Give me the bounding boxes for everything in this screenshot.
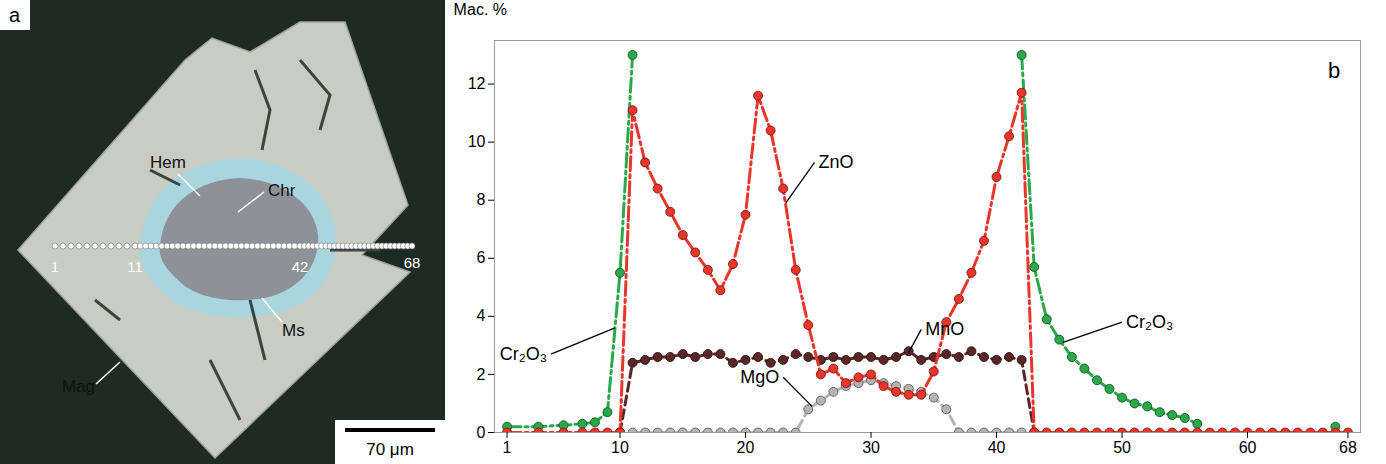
svg-text:Cr₂O₃: Cr₂O₃: [500, 344, 547, 364]
svg-text:10: 10: [611, 439, 629, 456]
svg-text:11: 11: [127, 258, 143, 275]
svg-text:MgO: MgO: [740, 367, 779, 387]
svg-text:Hem: Hem: [150, 153, 186, 172]
svg-text:a: a: [9, 4, 21, 26]
svg-text:68: 68: [1339, 439, 1357, 456]
svg-text:6: 6: [477, 249, 486, 266]
svg-text:1: 1: [503, 439, 512, 456]
svg-text:20: 20: [737, 439, 755, 456]
svg-text:MnO: MnO: [925, 319, 964, 339]
svg-text:42: 42: [292, 258, 309, 275]
svg-text:2: 2: [477, 366, 486, 383]
svg-text:4: 4: [477, 307, 486, 324]
svg-text:68: 68: [404, 254, 421, 271]
svg-text:8: 8: [477, 191, 486, 208]
svg-text:40: 40: [988, 439, 1006, 456]
html-text:b: b: [1328, 58, 1341, 83]
svg-text:60: 60: [1239, 439, 1257, 456]
svg-text:70 μm: 70 μm: [366, 440, 414, 459]
svg-text:12: 12: [468, 75, 486, 92]
svg-text:1: 1: [51, 258, 59, 275]
svg-text:30: 30: [862, 439, 880, 456]
svg-text:Мас. %: Мас. %: [454, 1, 508, 18]
svg-text:Chr: Chr: [268, 181, 296, 200]
svg-text:50: 50: [1113, 439, 1131, 456]
svg-text:Cr₂O₃: Cr₂O₃: [1126, 312, 1173, 332]
svg-text:10: 10: [468, 133, 486, 150]
svg-text:ZnO: ZnO: [819, 152, 854, 172]
svg-text:Ms: Ms: [282, 321, 305, 340]
svg-text:Mag: Mag: [62, 377, 95, 396]
svg-text:0: 0: [477, 424, 486, 441]
